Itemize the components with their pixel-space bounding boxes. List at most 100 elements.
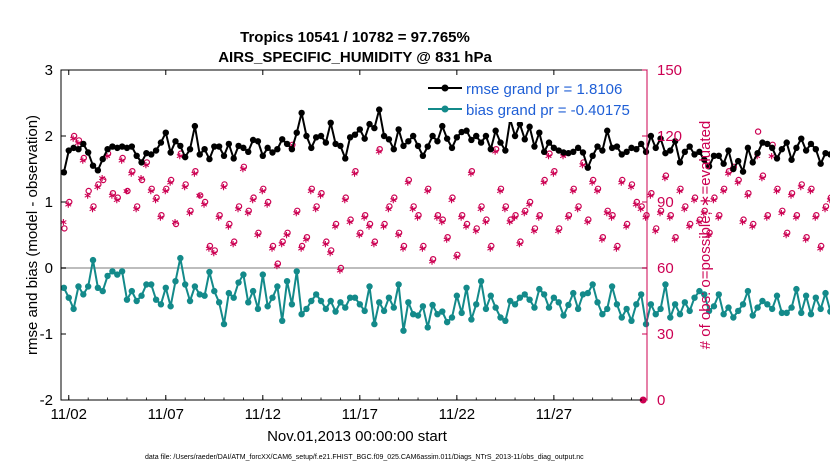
bias-series-point bbox=[312, 291, 320, 298]
bias-series-point bbox=[225, 289, 233, 297]
rmse-series-point bbox=[768, 144, 776, 152]
obs-possible-point bbox=[589, 176, 597, 184]
rmse-series-point bbox=[497, 139, 504, 146]
obs-evaluated-point: * bbox=[540, 178, 547, 193]
bias-series-point bbox=[201, 292, 208, 299]
bias-series-point bbox=[744, 287, 752, 295]
obs-evaluated-point: * bbox=[812, 214, 819, 229]
obs-possible-point bbox=[473, 225, 480, 232]
rmse-series-point bbox=[565, 149, 572, 157]
bias-series-point bbox=[526, 296, 533, 303]
obs-evaluated-point: * bbox=[574, 205, 581, 220]
rmse-series-point bbox=[802, 147, 810, 154]
rmse-series-point bbox=[322, 139, 330, 146]
obs-evaluated-point: * bbox=[453, 253, 460, 268]
obs-evaluated-point: * bbox=[94, 183, 101, 198]
obs-possible-point bbox=[420, 242, 427, 250]
x-tick-label: 11/27 bbox=[536, 406, 572, 423]
obs-possible-point bbox=[366, 220, 374, 228]
obs-possible-point bbox=[371, 238, 379, 245]
bias-series-point bbox=[531, 304, 538, 311]
rmse-series-point bbox=[288, 146, 296, 153]
obs-possible-point bbox=[813, 211, 820, 219]
bias-series-point bbox=[487, 292, 494, 299]
obs-evaluated-point: * bbox=[671, 236, 678, 251]
obs-evaluated-point: * bbox=[608, 214, 615, 229]
bias-series-point bbox=[84, 283, 92, 290]
obs-evaluated-point: * bbox=[429, 258, 436, 273]
rmse-series-point bbox=[584, 164, 592, 171]
obs-possible-point bbox=[609, 211, 616, 219]
obs-evaluated-point: * bbox=[172, 218, 179, 233]
obs-evaluated-point: * bbox=[531, 227, 538, 242]
obs-possible-point bbox=[817, 242, 825, 250]
rmse-series-point bbox=[351, 131, 359, 138]
obs-evaluated-point: * bbox=[346, 218, 353, 233]
obs-possible-point bbox=[230, 238, 238, 245]
rmse-series-point bbox=[157, 139, 165, 146]
bias-series-point bbox=[385, 294, 393, 301]
obs-possible-point bbox=[381, 220, 388, 228]
bias-series-point bbox=[477, 278, 485, 285]
bias-series-point bbox=[230, 294, 237, 301]
rmse-series-point bbox=[390, 146, 397, 153]
obs-possible-point bbox=[201, 198, 209, 206]
obs-possible-point bbox=[822, 203, 830, 210]
bias-series-point bbox=[589, 281, 596, 288]
x-tick-label: 11/07 bbox=[148, 406, 184, 423]
bias-series-point bbox=[540, 291, 548, 298]
obs-evaluated-point: * bbox=[424, 187, 431, 202]
bias-series-point bbox=[497, 314, 504, 321]
rmse-series-point bbox=[143, 149, 150, 157]
bias-series-point bbox=[317, 297, 325, 305]
obs-evaluated-point: * bbox=[662, 174, 669, 189]
bias-series-point bbox=[768, 305, 776, 313]
obs-possible-point bbox=[720, 185, 728, 192]
rmse-series-point bbox=[511, 132, 519, 140]
obs-possible-point bbox=[701, 207, 708, 214]
obs-evaluated-point: * bbox=[375, 148, 382, 163]
obs-evaluated-point: * bbox=[147, 187, 154, 202]
bias-series-point bbox=[337, 299, 344, 306]
bias-series-point bbox=[351, 294, 359, 301]
bias-series-point bbox=[148, 281, 155, 288]
rmse-series-point bbox=[293, 129, 300, 136]
bias-series-point bbox=[419, 303, 427, 310]
obs-evaluated-point: * bbox=[618, 178, 625, 193]
bias-series-point bbox=[705, 307, 713, 315]
obs-evaluated-point: * bbox=[763, 214, 770, 229]
bias-series-point bbox=[715, 291, 722, 298]
obs-possible-point bbox=[216, 211, 223, 219]
obs-evaluated-point: * bbox=[487, 244, 494, 259]
rmse-series-point bbox=[453, 134, 461, 141]
bias-series-point bbox=[114, 271, 121, 278]
x-axis-label: Nov.01,2013 00:00:00 start bbox=[267, 428, 448, 445]
rmse-series-point bbox=[599, 147, 606, 154]
legend: rmse grand pr = 1.8106 bias grand pr = -… bbox=[422, 78, 644, 122]
obs-possible-point bbox=[667, 211, 674, 219]
bias-series-point bbox=[400, 327, 407, 334]
bias-series-point bbox=[162, 284, 169, 291]
obs-evaluated-point: * bbox=[244, 209, 251, 224]
obs-possible-point bbox=[434, 211, 442, 219]
rmse-series-point bbox=[715, 152, 722, 159]
rmse-series-point bbox=[128, 143, 136, 150]
rmse-series-point bbox=[531, 143, 538, 150]
bias-series-point bbox=[235, 279, 242, 286]
obs-evaluated-point: * bbox=[99, 174, 106, 189]
obs-evaluated-point: * bbox=[691, 196, 698, 211]
bias-series-point bbox=[104, 272, 111, 280]
rmse-series-point bbox=[676, 159, 684, 166]
bias-series-point bbox=[395, 281, 402, 288]
rmse-series-point bbox=[269, 149, 276, 156]
obs-possible-point bbox=[303, 233, 311, 241]
rmse-series-point bbox=[303, 132, 310, 140]
rmse-series-point bbox=[118, 143, 126, 150]
obs-evaluated-point: * bbox=[589, 178, 596, 193]
rmse-series-point bbox=[104, 146, 111, 153]
obs-evaluated-point: * bbox=[545, 152, 552, 167]
obs-possible-point bbox=[323, 238, 330, 245]
rmse-series-point bbox=[167, 149, 174, 156]
obs-possible-point bbox=[119, 154, 126, 162]
rmse-series-point bbox=[487, 146, 494, 153]
